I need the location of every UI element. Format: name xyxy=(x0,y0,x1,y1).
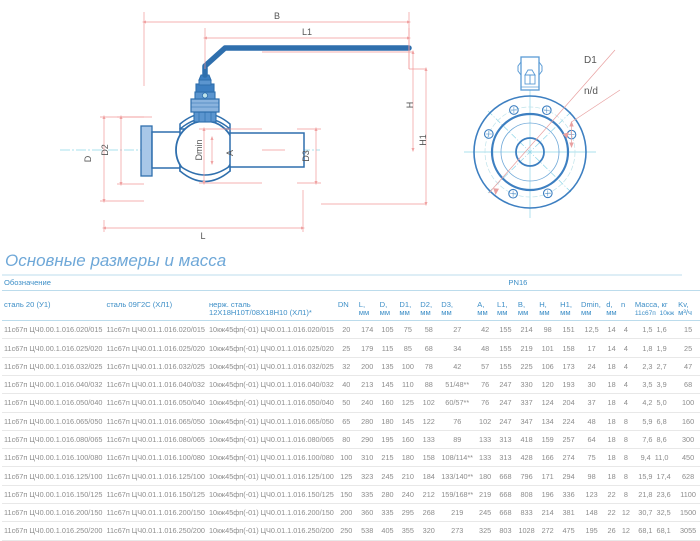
svg-text:D: D xyxy=(83,155,93,162)
svg-text:D3: D3 xyxy=(301,150,311,162)
svg-text:n/d: n/d xyxy=(584,86,598,97)
svg-text:B: B xyxy=(274,11,280,21)
svg-text:L1: L1 xyxy=(302,27,312,37)
svg-text:A: A xyxy=(225,150,235,156)
svg-text:H: H xyxy=(405,102,415,109)
svg-text:D1: D1 xyxy=(584,55,597,66)
svg-text:Dmin: Dmin xyxy=(194,139,204,160)
svg-text:H1: H1 xyxy=(418,134,428,146)
svg-text:L: L xyxy=(200,231,205,241)
svg-text:D2: D2 xyxy=(100,144,110,156)
svg-text:Основные размеры и масса: Основные размеры и масса xyxy=(5,251,226,270)
